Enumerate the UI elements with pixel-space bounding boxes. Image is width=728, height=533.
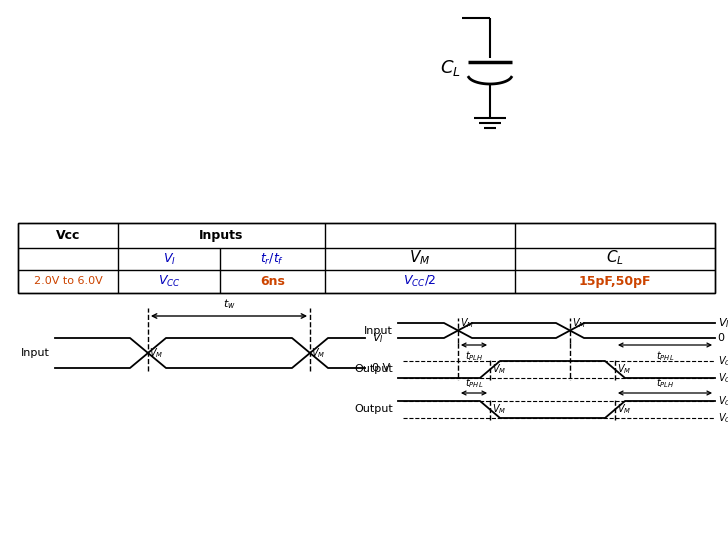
Text: $V_{CC}$: $V_{CC}$: [158, 274, 181, 289]
Text: $V_{CC}/2$: $V_{CC}/2$: [403, 274, 437, 289]
Text: Input: Input: [364, 326, 393, 335]
Text: $V_M$: $V_M$: [617, 362, 631, 376]
Text: Output: Output: [355, 405, 393, 415]
Text: 2.0V to 6.0V: 2.0V to 6.0V: [33, 277, 103, 287]
Text: $V_M$: $V_M$: [149, 346, 163, 360]
Text: $C_L$: $C_L$: [440, 58, 460, 78]
Text: $V_I$: $V_I$: [372, 331, 384, 345]
Text: $V_I$: $V_I$: [718, 316, 728, 330]
Text: $t_w$: $t_w$: [223, 297, 235, 311]
Text: $V_M$: $V_M$: [572, 316, 586, 329]
Text: $t_{PHL}$: $t_{PHL}$: [464, 376, 483, 390]
Text: $V_{OH}$: $V_{OH}$: [718, 394, 728, 408]
Text: $V_M$: $V_M$: [460, 316, 475, 329]
Text: Input: Input: [21, 348, 50, 358]
Text: Inputs: Inputs: [199, 229, 244, 242]
Text: Output: Output: [355, 365, 393, 375]
Text: $V_M$: $V_M$: [311, 346, 325, 360]
Text: $t_{PLH}$: $t_{PLH}$: [464, 349, 483, 363]
Text: $V_{OL}$: $V_{OL}$: [718, 371, 728, 385]
Text: Vcc: Vcc: [56, 229, 80, 242]
Text: $C_L$: $C_L$: [606, 249, 624, 268]
Text: $t_r/t_f$: $t_r/t_f$: [261, 252, 285, 266]
Bar: [18, 223, 715, 293]
Text: $t_{PHL}$: $t_{PHL}$: [656, 349, 674, 363]
Text: $V_M$: $V_M$: [492, 402, 506, 416]
Text: 15pF,50pF: 15pF,50pF: [579, 275, 652, 288]
Text: $V_M$: $V_M$: [492, 362, 506, 376]
Text: $V_I$: $V_I$: [162, 252, 175, 266]
Text: $V_M$: $V_M$: [409, 249, 431, 268]
Text: $V_{OL}$: $V_{OL}$: [718, 411, 728, 425]
Text: $V_{OH}$: $V_{OH}$: [718, 354, 728, 368]
Text: 0 V: 0 V: [372, 363, 390, 373]
Text: 6ns: 6ns: [260, 275, 285, 288]
Text: $V_M$: $V_M$: [617, 402, 631, 416]
Text: 0 V: 0 V: [718, 333, 728, 343]
Text: $t_{PLH}$: $t_{PLH}$: [656, 376, 674, 390]
